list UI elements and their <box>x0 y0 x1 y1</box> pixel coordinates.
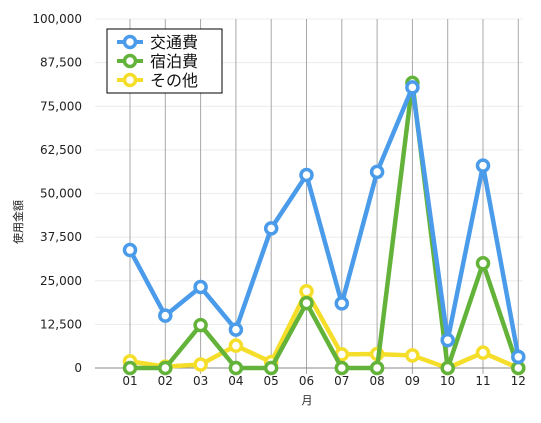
data-point <box>158 308 173 323</box>
data-point <box>440 332 455 348</box>
y-tick-label: 0 <box>74 361 82 375</box>
x-axis-label: 月 <box>302 394 313 407</box>
data-point <box>228 338 244 353</box>
legend-swatch-marker <box>122 34 138 50</box>
data-point <box>193 279 208 295</box>
data-point <box>263 360 279 376</box>
data-point <box>440 360 455 376</box>
data-point <box>158 360 173 376</box>
x-tick-label: 01 <box>122 374 137 388</box>
legend-label: その他 <box>150 71 198 90</box>
x-tick-label: 12 <box>511 374 526 388</box>
data-point <box>511 360 526 376</box>
legend-swatch-marker <box>122 72 138 88</box>
data-point <box>228 322 244 337</box>
data-point <box>405 80 420 95</box>
x-tick-label: 07 <box>334 374 349 388</box>
data-point <box>369 164 385 180</box>
y-tick-label: 37,500 <box>40 230 82 244</box>
y-tick-label: 25,000 <box>40 274 82 288</box>
data-point <box>405 348 420 363</box>
data-point <box>228 360 244 376</box>
legend-swatch-marker <box>122 53 138 69</box>
x-tick-label: 02 <box>158 374 173 388</box>
data-point <box>475 256 491 271</box>
y-tick-label: 62,500 <box>40 143 82 157</box>
data-point <box>475 345 491 360</box>
data-point <box>334 360 350 376</box>
x-tick-label: 11 <box>475 374 490 388</box>
data-point <box>193 317 208 333</box>
y-tick-label: 12,500 <box>40 317 82 331</box>
x-tick-labels: 01 02 03 04 05 06 07 08 09 10 11 12 <box>122 374 526 388</box>
x-tick-label: 05 <box>264 374 279 388</box>
x-tick-label: 08 <box>369 374 384 388</box>
legend-label: 交通費 <box>150 33 198 52</box>
x-tick-label: 09 <box>405 374 420 388</box>
data-point <box>122 360 138 376</box>
series-line <box>127 80 521 371</box>
legend-item: その他 <box>117 71 198 90</box>
data-point <box>263 221 279 236</box>
data-point <box>299 167 314 183</box>
y-tick-label: 50,000 <box>40 187 82 201</box>
y-axis-label: 使用金額 <box>11 200 25 244</box>
y-tick-label: 100,000 <box>32 12 82 26</box>
x-tick-label: 03 <box>193 374 208 388</box>
series <box>122 75 526 376</box>
x-tick-label: 06 <box>299 374 314 388</box>
data-point <box>369 360 385 376</box>
data-point <box>299 283 314 299</box>
x-tick-label: 04 <box>228 374 243 388</box>
data-point <box>475 158 491 173</box>
series-0 <box>122 80 526 365</box>
y-tick-labels: 0 12,500 25,000 37,500 50,000 62,500 75,000 87,… <box>32 12 82 375</box>
data-point <box>193 357 208 372</box>
series-1 <box>122 75 526 376</box>
data-point <box>511 349 526 365</box>
data-point <box>299 295 314 311</box>
y-tick-label: 87,500 <box>40 56 82 70</box>
legend-item: 交通費 <box>117 33 198 52</box>
x-tick-label: 10 <box>440 374 455 388</box>
data-point <box>334 296 350 311</box>
legend-item: 宿泊費 <box>117 52 198 71</box>
series-line <box>127 85 521 360</box>
legend-label: 宿泊費 <box>150 52 198 71</box>
data-point <box>122 242 138 258</box>
y-tick-label: 75,000 <box>40 99 82 113</box>
